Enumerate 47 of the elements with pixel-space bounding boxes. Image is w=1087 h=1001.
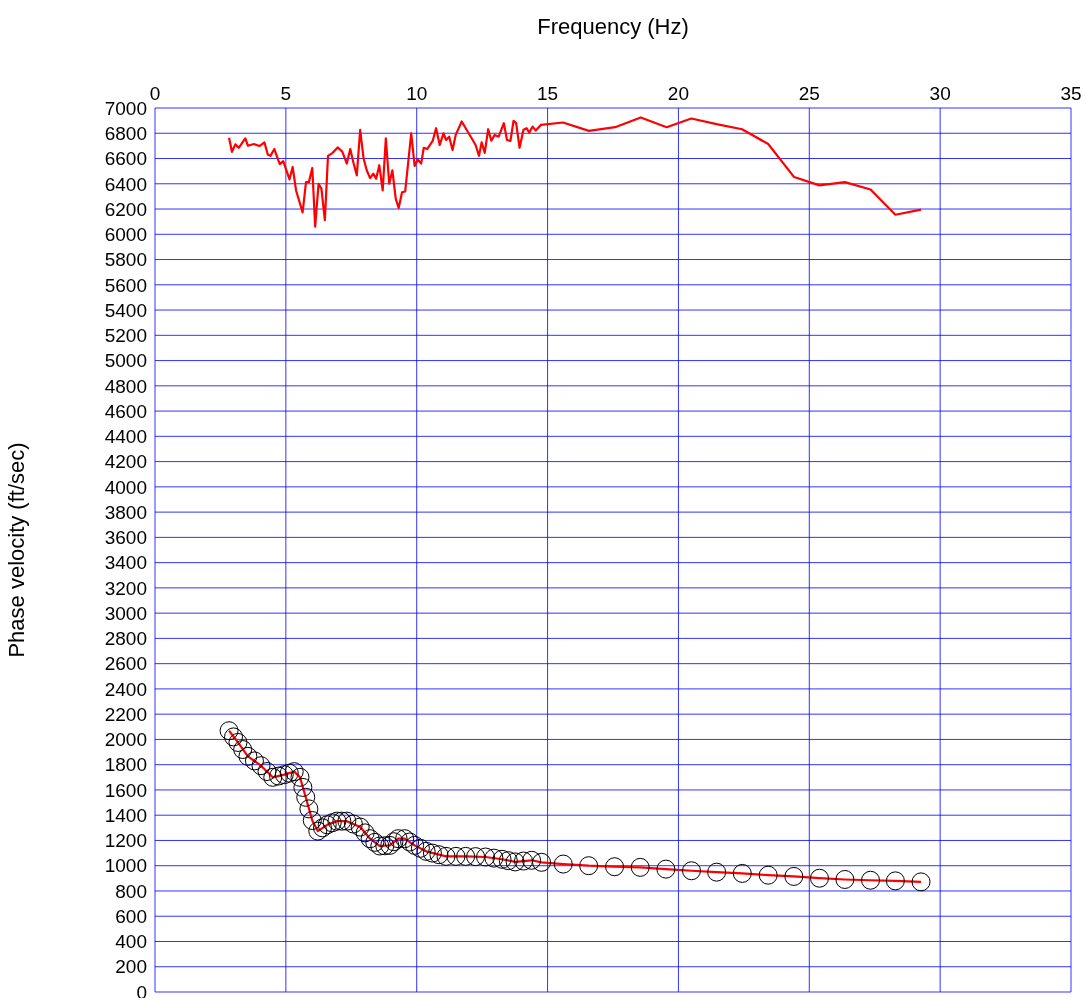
x-tick-label: 15 [537, 83, 559, 104]
y-tick-label: 1600 [104, 779, 147, 801]
y-tick-label: 6800 [104, 123, 147, 144]
y-tick-label: 200 [115, 956, 147, 978]
x-tick-label: 35 [1060, 83, 1082, 104]
y-tick-label: 4600 [104, 400, 147, 422]
y-tick-label: 2200 [104, 703, 147, 725]
x-tick-label: 0 [149, 83, 161, 104]
y-tick-label: 4400 [104, 426, 147, 448]
y-tick-label: 5000 [104, 350, 147, 372]
y-tick-label: 3400 [104, 552, 147, 574]
y-axis-title: Phase velocity (ft/sec) [3, 442, 29, 658]
y-tick-label: 1200 [104, 830, 147, 852]
x-tick-label: 20 [667, 83, 689, 104]
y-tick-label: 2800 [104, 628, 147, 650]
y-tick-label: 2400 [104, 678, 147, 700]
y-tick-label: 1800 [104, 754, 147, 776]
y-tick-label: 3600 [104, 527, 147, 549]
y-tick-label: 800 [115, 880, 147, 902]
y-tick-label: 0 [136, 981, 147, 1001]
y-tick-label: 2600 [104, 653, 147, 675]
y-tick-label: 6600 [104, 148, 147, 170]
y-tick-label: 4200 [104, 451, 147, 473]
y-tick-label: 3800 [104, 501, 147, 523]
y-tick-label: 5200 [104, 325, 147, 347]
x-tick-label: 10 [406, 83, 428, 104]
x-axis-title: Frequency (Hz) [537, 13, 689, 39]
y-tick-label: 3000 [104, 602, 147, 624]
y-tick-label: 6400 [104, 173, 147, 195]
y-tick-label: 6000 [104, 224, 147, 246]
x-tick-label: 5 [280, 83, 292, 104]
y-tick-label: 5400 [104, 299, 147, 321]
y-tick-label: 400 [115, 931, 147, 953]
y-tick-label: 4800 [104, 375, 147, 397]
x-tick-label: 25 [798, 83, 820, 104]
y-tick-label: 5800 [104, 249, 147, 271]
y-tick-label: 1400 [104, 804, 147, 826]
y-tick-label: 5600 [104, 274, 147, 296]
y-tick-label: 4000 [104, 476, 147, 498]
y-tick-label: 6200 [104, 198, 147, 220]
y-tick-label: 600 [115, 905, 147, 927]
line-series [227, 116, 923, 228]
y-tick-label: 2000 [104, 729, 147, 751]
x-tick-label: 30 [929, 83, 951, 104]
y-tick-label: 3200 [104, 577, 147, 599]
y-tick-label: 7000 [104, 97, 147, 119]
y-tick-label: 1000 [104, 855, 147, 877]
